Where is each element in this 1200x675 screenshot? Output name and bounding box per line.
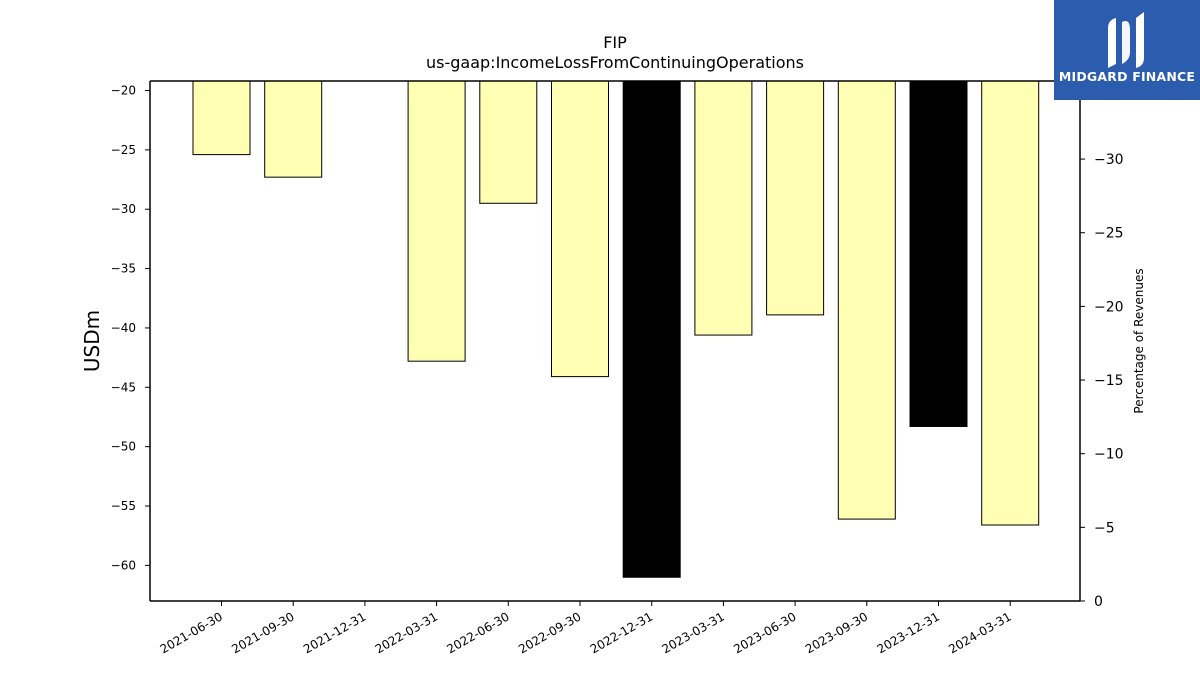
bar-2022-03-31 [407,80,466,362]
y2-tick-label: −10 [1094,447,1124,463]
x-tick-label: 2022-09-30 [516,609,583,656]
y-tick-label: −55 [111,499,136,513]
bar-2022-12-31 [622,80,681,578]
x-tick-label: 2023-03-31 [659,609,726,656]
logo-mark-icon [1108,12,1144,68]
y2-axis-ticks: 0 −5 −10 −15 −20 −25 −30 [1080,152,1124,610]
y-tick-label: −30 [111,202,136,216]
bar-2023-12-31 [909,80,968,427]
bar-2021-09-30 [264,80,323,178]
bar-2023-06-30 [766,80,825,316]
y-axis-ticks: −20 −25 −30 −35 −40 −45 −50 −55 −60 [111,83,150,572]
y-axis-label: USDm [80,310,104,372]
bar-2022-09-30 [551,80,609,378]
y-tick-label: −60 [111,558,136,572]
y2-tick-label: −5 [1094,520,1115,536]
x-tick-label: 2023-06-30 [731,609,798,656]
brand-logo: MIDGARD FINANCE [1054,0,1200,100]
y2-tick-label: −30 [1094,152,1124,168]
x-tick-label: 2023-12-31 [875,609,942,656]
y-tick-label: −40 [111,321,136,335]
bars-group [192,80,1040,578]
y2-tick-label: −25 [1094,226,1124,242]
bar-2024-03-31 [981,80,1040,526]
y2-tick-label: −20 [1094,299,1124,315]
y-tick-label: −25 [111,143,136,157]
chart-title: FIP [603,33,627,52]
bar-2022-06-30 [479,80,538,204]
x-tick-label: 2023-09-30 [803,609,870,656]
y2-axis-label: Percentage of Revenues [1132,268,1146,413]
bar-2023-03-31 [694,80,753,336]
y-tick-label: −45 [111,380,136,394]
bar-2023-09-30 [837,80,896,520]
logo-text: MIDGARD FINANCE [1058,69,1196,84]
y2-tick-label: −15 [1094,373,1124,389]
y-tick-label: −50 [111,440,136,454]
x-tick-label: 2021-12-31 [301,609,368,656]
x-tick-label: 2021-06-30 [158,609,225,656]
x-axis-ticks: 2021-06-30 2021-09-30 2021-12-31 2022-03-31… [158,601,1014,656]
x-tick-label: 2024-03-31 [946,609,1013,656]
chart-subtitle: us-gaap:IncomeLossFromContinuingOperatio… [426,53,804,72]
x-tick-label: 2022-06-30 [444,609,511,656]
y-tick-label: −20 [111,83,136,97]
y2-tick-label: 0 [1094,594,1103,610]
y-tick-label: −35 [111,262,136,276]
x-tick-label: 2021-09-30 [229,609,296,656]
x-tick-label: 2022-12-31 [588,609,655,656]
axes-frame [149,80,1081,602]
x-tick-label: 2022-03-31 [373,609,440,656]
bar-2021-06-30 [192,80,251,156]
